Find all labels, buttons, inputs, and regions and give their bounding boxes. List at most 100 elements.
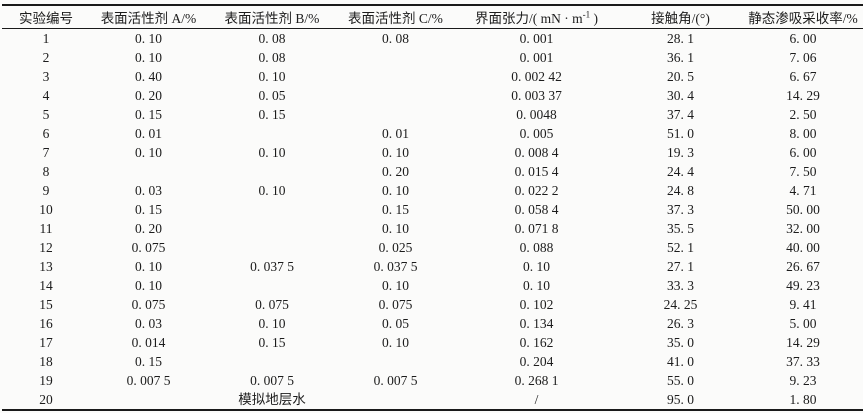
table-cell: 4 bbox=[42, 88, 50, 103]
table-cell: 0. 0048 bbox=[516, 107, 557, 122]
table-cell: 4. 71 bbox=[789, 183, 817, 198]
table-cell: 0. 10 bbox=[382, 278, 409, 293]
table-cell: 模拟地层水 bbox=[238, 392, 306, 407]
table-cell bbox=[207, 219, 337, 238]
table-cell: 0. 10 bbox=[382, 221, 409, 236]
table-cell: 32. 00 bbox=[786, 221, 820, 236]
table-cell: 18 bbox=[39, 354, 53, 369]
table-cell: 7 bbox=[42, 145, 50, 160]
column-header-2: 表面活性剂 B/% bbox=[207, 5, 337, 29]
table-cell: 0. 10 bbox=[135, 145, 162, 160]
table-row: 18 0. 15 0. 204 41. 0 37. 33 bbox=[2, 352, 863, 371]
table-row: 2 0. 10 0. 08 0. 001 36. 1 7. 06 bbox=[2, 48, 863, 67]
table-cell: 7. 06 bbox=[789, 50, 817, 65]
table-cell: 30. 4 bbox=[667, 88, 694, 103]
table-cell: 0. 20 bbox=[382, 164, 409, 179]
table-cell: 9. 41 bbox=[789, 297, 817, 312]
table-cell: 0. 03 bbox=[135, 183, 162, 198]
table-row: 19 0. 007 5 0. 007 5 0. 007 5 0. 268 1 55. 0 9… bbox=[2, 371, 863, 390]
table-cell: 0. 075 bbox=[255, 297, 289, 312]
table-cell: 0. 05 bbox=[258, 88, 286, 103]
table-cell: 0. 15 bbox=[258, 107, 286, 122]
table-cell: 6 bbox=[42, 126, 50, 141]
table-cell: 0. 088 bbox=[519, 240, 554, 255]
table-cell: 50. 00 bbox=[786, 202, 820, 217]
table-cell: 17 bbox=[39, 335, 53, 350]
table-cell: 0. 15 bbox=[135, 107, 162, 122]
table-cell: 0. 075 bbox=[131, 297, 166, 312]
table-cell: 0. 03 bbox=[135, 316, 162, 331]
table-cell: 49. 23 bbox=[786, 278, 820, 293]
table-cell: 0. 037 5 bbox=[250, 259, 294, 274]
table-cell: 33. 3 bbox=[667, 278, 694, 293]
table-cell: 0. 162 bbox=[519, 335, 554, 350]
table-cell: 0. 15 bbox=[258, 335, 286, 350]
table-cell: 9. 23 bbox=[789, 373, 817, 388]
column-header-4: 界面张力/( mN · m-1 ) bbox=[454, 5, 619, 29]
table-cell bbox=[90, 162, 207, 181]
table-cell: 0. 102 bbox=[519, 297, 554, 312]
table-row: 11 0. 20 0. 10 0. 071 8 35. 5 32. 00 bbox=[2, 219, 863, 238]
table-cell: 0. 075 bbox=[378, 297, 413, 312]
table-cell: 10 bbox=[39, 202, 53, 217]
table-cell: 0. 007 5 bbox=[250, 373, 294, 388]
table-cell bbox=[207, 124, 337, 143]
table-cell bbox=[337, 86, 454, 105]
table-cell: 5. 00 bbox=[789, 316, 817, 331]
table-cell: 11 bbox=[39, 221, 53, 236]
table-cell: 9 bbox=[42, 183, 50, 198]
table-cell: 6. 67 bbox=[789, 69, 817, 84]
table-cell: 0. 10 bbox=[258, 69, 286, 84]
table-cell: 24. 25 bbox=[663, 297, 698, 312]
table-cell: 26. 3 bbox=[667, 316, 694, 331]
table-cell: 0. 10 bbox=[258, 183, 286, 198]
table-cell: 0. 075 bbox=[131, 240, 166, 255]
table-cell: 0. 268 1 bbox=[514, 373, 559, 388]
table-cell: 13 bbox=[39, 259, 53, 274]
table-cell: 95. 0 bbox=[667, 392, 694, 407]
table-cell: 0. 003 37 bbox=[511, 88, 562, 103]
table-cell: 0. 007 5 bbox=[373, 373, 418, 388]
table-row: 8 0. 20 0. 015 4 24. 4 7. 50 bbox=[2, 162, 863, 181]
table-cell: 0. 10 bbox=[258, 316, 286, 331]
column-header-0: 实验编号 bbox=[2, 5, 90, 29]
table-body: 1 0. 10 0. 08 0. 08 0. 001 28. 1 6. 00 2 0. 10 0.… bbox=[2, 29, 863, 411]
table-cell: 0. 01 bbox=[382, 126, 409, 141]
table-cell: 19. 3 bbox=[667, 145, 694, 160]
table-cell: 0. 08 bbox=[258, 31, 286, 46]
table-cell: 0. 15 bbox=[382, 202, 409, 217]
table-row: 20 模拟地层水 / 95. 0 1. 80 bbox=[2, 390, 863, 410]
table-cell: 26. 67 bbox=[786, 259, 820, 274]
column-header-3: 表面活性剂 C/% bbox=[337, 5, 454, 29]
table-cell: 0. 001 bbox=[519, 50, 554, 65]
table-cell: 0. 014 bbox=[131, 335, 166, 350]
table-cell: 0. 001 bbox=[519, 31, 554, 46]
table-cell: 1. 80 bbox=[789, 392, 817, 407]
table-cell: 0. 10 bbox=[258, 145, 286, 160]
table-cell: 0. 134 bbox=[519, 316, 554, 331]
table-cell: 0. 15 bbox=[135, 202, 162, 217]
table-cell: 20 bbox=[39, 392, 53, 407]
table-cell: 0. 007 5 bbox=[126, 373, 171, 388]
table-cell: 37. 4 bbox=[667, 107, 694, 122]
table-cell: 19 bbox=[39, 373, 53, 388]
table-row: 7 0. 10 0. 10 0. 10 0. 008 4 19. 3 6. 00 bbox=[2, 143, 863, 162]
experiment-results-table: 实验编号 表面活性剂 A/% 表面活性剂 B/% 表面活性剂 C/% 界面张力/( mN… bbox=[2, 4, 863, 411]
table-cell: 2. 50 bbox=[789, 107, 817, 122]
table-cell: 0. 15 bbox=[135, 354, 162, 369]
table-cell: 52. 1 bbox=[667, 240, 694, 255]
table-cell bbox=[337, 105, 454, 124]
table-cell: 0. 10 bbox=[382, 145, 409, 160]
table-cell: 0. 204 bbox=[519, 354, 554, 369]
table-cell: 6. 00 bbox=[789, 31, 817, 46]
column-header-5: 接触角/(°) bbox=[619, 5, 742, 29]
table-cell bbox=[337, 67, 454, 86]
table-cell bbox=[207, 352, 337, 371]
table-cell: 0. 022 2 bbox=[514, 183, 559, 198]
table-cell: 0. 10 bbox=[135, 50, 162, 65]
table-cell: 0. 10 bbox=[135, 31, 162, 46]
table-cell: 27. 1 bbox=[667, 259, 694, 274]
table-cell: 24. 4 bbox=[667, 164, 694, 179]
column-header-6: 静态渗吸采收率/% bbox=[742, 5, 863, 29]
